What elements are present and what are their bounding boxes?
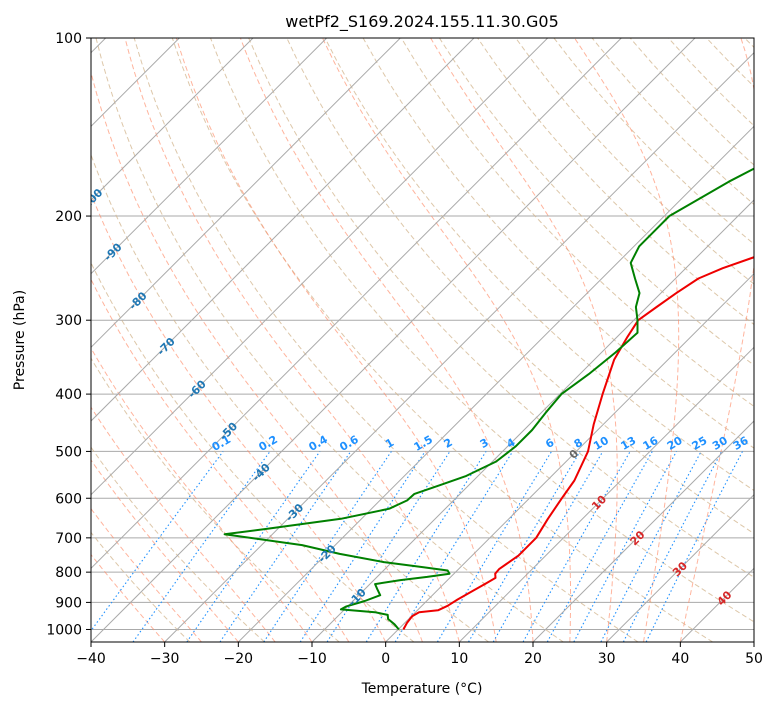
isotherm-line xyxy=(532,420,754,642)
mixing-ratio-line xyxy=(522,451,631,642)
y-tick-label: 200 xyxy=(55,209,82,225)
y-tick-label: 1000 xyxy=(46,622,82,638)
moist-adiabat xyxy=(91,192,387,642)
dry-adiabat xyxy=(91,446,265,642)
skewed-isotherms xyxy=(91,38,754,642)
x-axis-ticks: −40 −30 −20 −10 0 10 20 30 40 50 xyxy=(76,642,763,667)
chart-title: wetPf2_S169.2024.155.11.30.G05 xyxy=(285,12,559,32)
isotherm-line xyxy=(91,38,254,201)
moist-adiabat xyxy=(91,459,239,642)
x-tick-label: 40 xyxy=(671,651,689,667)
moist-adiabat xyxy=(322,38,572,642)
mixing-ratio-line xyxy=(546,451,653,642)
x-axis-label: Temperature (°C) xyxy=(361,681,483,697)
y-tick-label: 700 xyxy=(55,531,82,547)
plot-area xyxy=(91,38,754,642)
isotherm-line xyxy=(606,493,754,642)
moist-adiabat xyxy=(91,406,276,642)
moist-adiabat xyxy=(574,38,680,642)
isotherm-line xyxy=(311,199,754,642)
dry-adiabat xyxy=(91,357,340,642)
dry-adiabat xyxy=(133,38,639,642)
dry-adiabat xyxy=(171,38,713,642)
x-tick-label: 20 xyxy=(524,651,542,667)
moist-adiabat xyxy=(679,38,754,642)
temperature-trace xyxy=(402,256,754,630)
dry-adiabat xyxy=(91,531,191,642)
isotherm-line xyxy=(91,38,549,496)
isotherm-line xyxy=(91,38,401,349)
dry-adiabat xyxy=(324,38,754,492)
moist-adiabat xyxy=(124,38,460,642)
dry-adiabat xyxy=(515,38,754,285)
x-tick-label: −20 xyxy=(224,651,254,667)
dry-adiabat xyxy=(400,38,754,408)
mixing-ratio-line xyxy=(622,451,723,642)
y-tick-label: 900 xyxy=(55,595,82,611)
dry-adiabat xyxy=(210,38,754,623)
moist-adiabat xyxy=(91,70,423,642)
isotherm-line xyxy=(91,38,622,570)
y-tick-label: 400 xyxy=(55,387,82,403)
mixing-ratio-line xyxy=(645,451,743,642)
x-tick-label: −10 xyxy=(297,651,327,667)
dewpoint-trace xyxy=(223,167,754,631)
x-tick-label: −40 xyxy=(76,651,106,667)
dry-adiabat xyxy=(248,38,754,578)
mixing-ratio-line xyxy=(573,451,677,642)
x-tick-label: 0 xyxy=(381,651,390,667)
isotherm-line xyxy=(91,38,328,275)
isotherm-line xyxy=(91,38,475,422)
y-tick-label: 600 xyxy=(55,491,82,507)
x-tick-label: −30 xyxy=(150,651,180,667)
y-tick-label: 300 xyxy=(55,313,82,329)
y-axis-label: Pressure (hPa) xyxy=(12,290,28,390)
isotherm-line xyxy=(385,272,754,642)
mixing-ratio-line xyxy=(91,451,224,632)
moist-adiabat xyxy=(91,278,350,642)
moist-adiabat xyxy=(175,38,497,642)
dry-adiabat xyxy=(95,38,564,642)
dry-adiabat xyxy=(91,153,489,642)
mixing-ratio-line xyxy=(394,451,514,642)
x-tick-label: 50 xyxy=(745,651,763,667)
moist-adiabat xyxy=(430,38,618,642)
mixing-ratio-line xyxy=(326,451,451,642)
mixing-ratio-line xyxy=(299,451,426,642)
moist-adiabat xyxy=(239,38,534,642)
y-axis-ticks: 100 200 300 400 500 600 700 800 900 1000 xyxy=(46,31,91,638)
isotherm-line xyxy=(164,51,754,642)
y-tick-label: 100 xyxy=(55,31,82,47)
x-tick-label: 10 xyxy=(450,651,468,667)
y-tick-label: 500 xyxy=(55,444,82,460)
plot-frame xyxy=(90,37,755,643)
mixing-ratio-line xyxy=(263,451,392,642)
isotherm-line xyxy=(458,346,754,642)
dry-adiabat xyxy=(438,38,754,366)
isotherm-line xyxy=(91,38,696,642)
x-tick-label: 30 xyxy=(598,651,616,667)
isotherm-line xyxy=(237,125,754,642)
mixing-ratio-line xyxy=(186,451,321,642)
sounding-traces xyxy=(223,167,754,631)
mixing-ratio-line xyxy=(219,451,352,642)
y-tick-label: 800 xyxy=(55,565,82,581)
